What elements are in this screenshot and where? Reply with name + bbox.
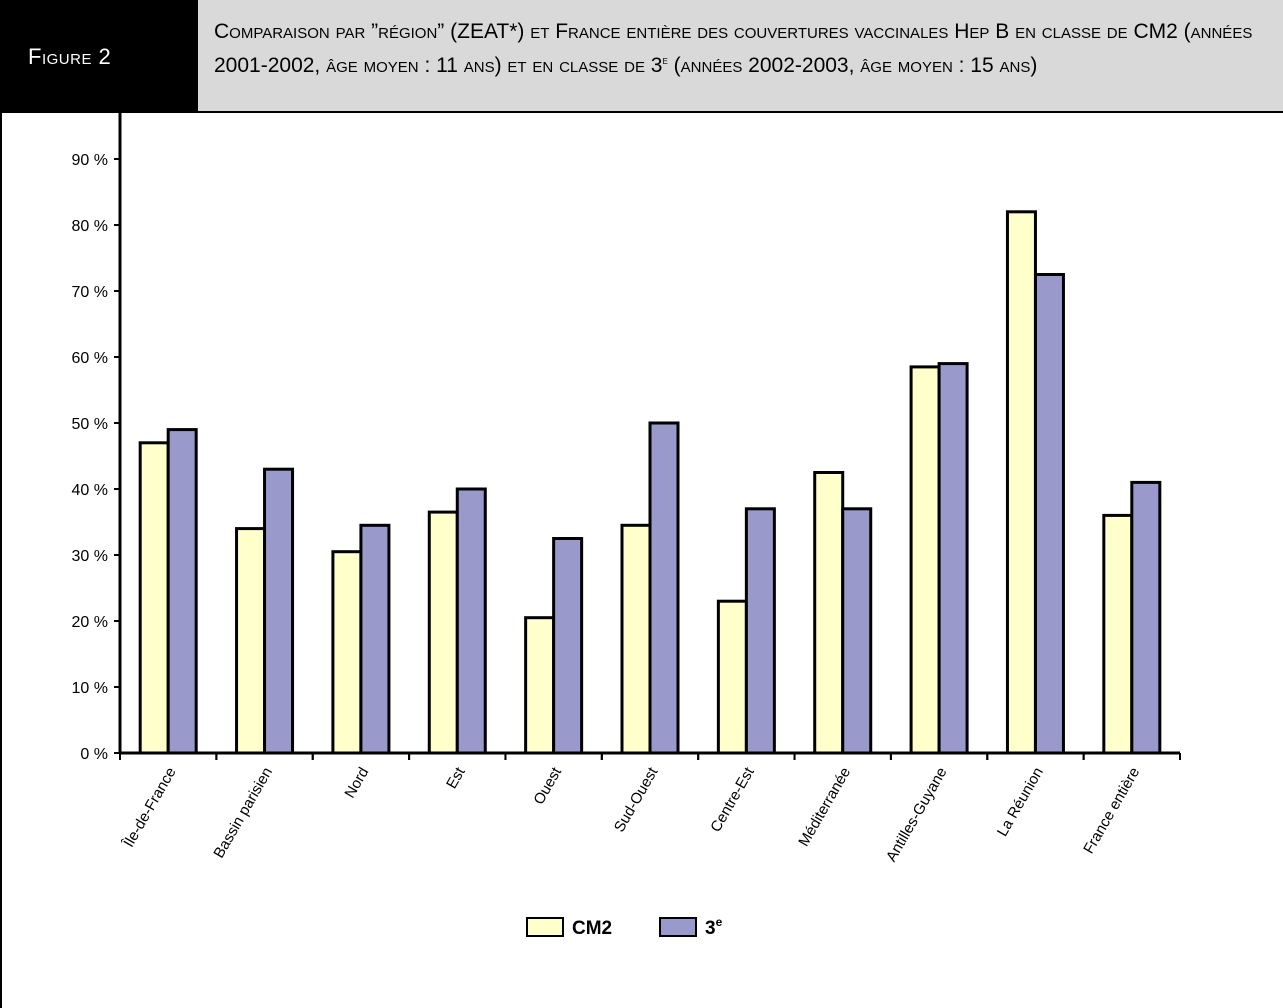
bar-cm2 <box>427 510 459 755</box>
figure-header: Figure 2 Comparaison par ”région” (ZEAT*… <box>0 0 1283 113</box>
legend-label-3e: 3e <box>705 915 723 939</box>
category-label: La Réunion <box>994 765 1047 840</box>
bar-3e <box>455 487 487 755</box>
y-tick-label: 30 % <box>72 548 108 565</box>
category-label: Est <box>443 764 469 792</box>
bar-cm2 <box>909 365 941 755</box>
category-label: Île-de-France <box>120 765 180 852</box>
y-tick-label: 0 % <box>80 746 108 763</box>
category-label: France entière <box>1080 765 1143 857</box>
bar-cm2 <box>138 441 170 755</box>
figure-title-superscript: e <box>662 53 668 67</box>
bar-3e <box>552 537 584 755</box>
figure-title-end: (années 2002-2003, âge moyen : 15 ans) <box>667 54 1038 77</box>
bar-cm2 <box>1005 210 1037 755</box>
bar-cm2 <box>716 599 748 755</box>
y-tick-label: 20 % <box>72 614 108 631</box>
y-tick-label: 10 % <box>72 680 108 697</box>
category-label: Ouest <box>530 764 565 808</box>
bar-cm2 <box>235 527 267 755</box>
bar-3e <box>1033 273 1065 755</box>
bar-3e <box>841 507 873 755</box>
figure-label: Figure 2 <box>0 0 198 113</box>
category-label: Centre-Est <box>707 764 758 835</box>
category-label: Bassin parisien <box>210 765 276 862</box>
bar-cm2 <box>524 616 556 755</box>
legend-label-cm2: CM2 <box>572 918 612 939</box>
bar-cm2 <box>1102 513 1134 755</box>
bar-cm2 <box>331 550 363 755</box>
category-label: Nord <box>341 765 372 802</box>
bar-3e <box>937 362 969 755</box>
figure-title-main: Comparaison par ”région” (ZEAT*) et Fran… <box>214 20 1253 77</box>
legend-swatch-3e <box>659 917 697 937</box>
legend-swatch-cm2 <box>526 917 564 937</box>
category-label: Sud-Ouest <box>611 764 662 835</box>
bar-3e <box>263 467 295 755</box>
y-tick-label: 60 % <box>72 350 108 367</box>
category-label: Méditerranée <box>795 765 854 850</box>
bar-3e <box>359 523 391 755</box>
y-tick-label: 70 % <box>72 284 108 301</box>
bar-3e <box>1130 480 1162 755</box>
bar-cm2 <box>620 523 652 755</box>
y-tick-label: 40 % <box>72 482 108 499</box>
figure-title: Comparaison par ”région” (ZEAT*) et Fran… <box>214 18 1264 80</box>
y-tick-label: 80 % <box>72 218 108 235</box>
bar-chart: 0 %10 %20 %30 %40 %50 %60 %70 %80 %90 %1… <box>72 113 1181 939</box>
bar-3e <box>166 428 198 755</box>
bar-cm2 <box>813 471 845 755</box>
y-tick-label: 50 % <box>72 416 108 433</box>
y-tick-label: 90 % <box>72 152 108 169</box>
category-label: Antilles-Guyane <box>883 764 951 864</box>
bar-3e <box>744 507 776 755</box>
bar-3e <box>648 421 680 755</box>
